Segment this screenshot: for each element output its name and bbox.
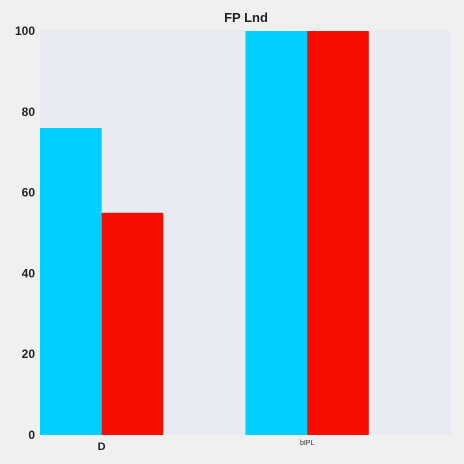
bar-series1-D bbox=[40, 127, 102, 436]
bar-series2-bIPL bbox=[307, 31, 369, 435]
y-tick-label: 100 bbox=[15, 24, 35, 38]
x-tick-label: D bbox=[98, 441, 106, 453]
y-tick-label: 40 bbox=[22, 266, 36, 280]
bar-series2-D bbox=[101, 212, 164, 435]
y-tick-label: 0 bbox=[28, 428, 35, 442]
bar-series1-bIPL bbox=[245, 31, 308, 435]
y-tick-label: 80 bbox=[22, 105, 36, 119]
y-axis: 0 20 40 60 80 100 bbox=[15, 24, 35, 442]
x-tick-label: bIPL bbox=[300, 440, 315, 447]
y-tick-label: 20 bbox=[22, 347, 36, 361]
bars-group bbox=[40, 31, 369, 436]
chart-title: FP Lnd bbox=[224, 10, 268, 25]
y-tick-label: 60 bbox=[22, 186, 36, 200]
